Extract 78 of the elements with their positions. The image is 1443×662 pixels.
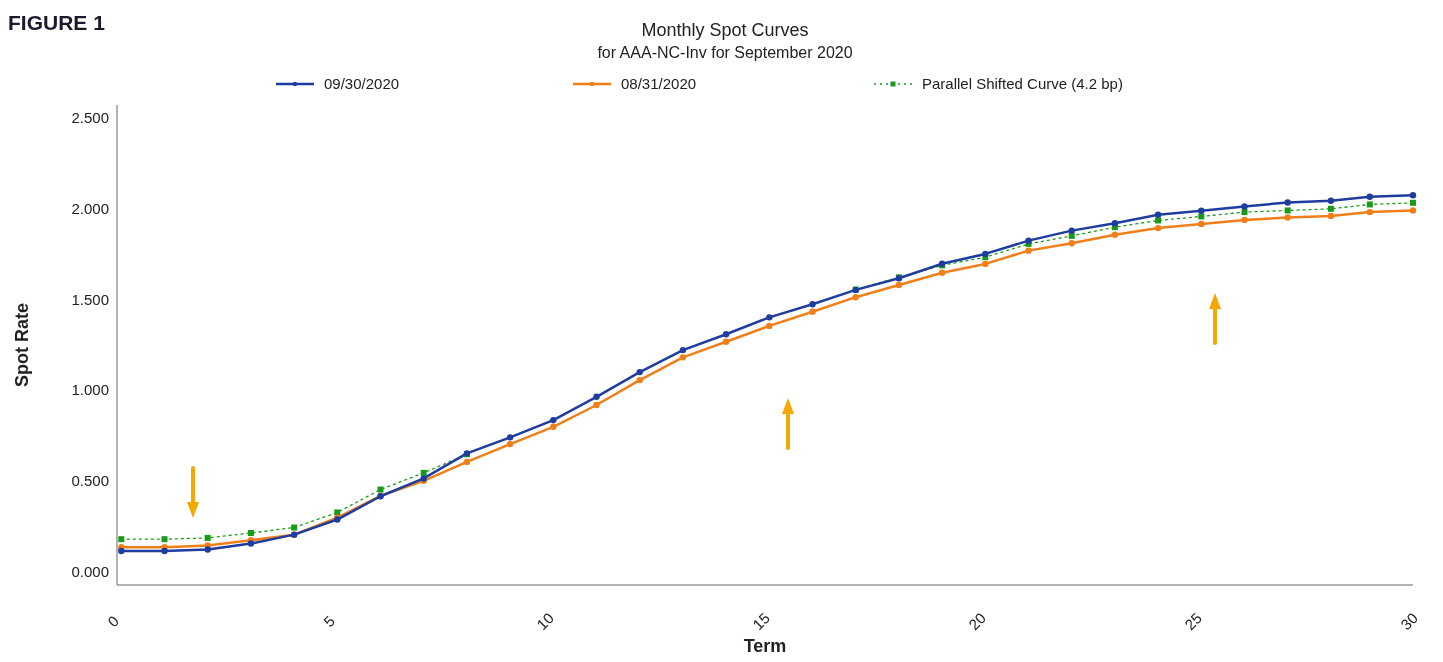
point: [1409, 207, 1417, 214]
y-axis-title: Spot Rate: [12, 302, 32, 388]
point: [1284, 207, 1291, 214]
point: [722, 331, 730, 338]
point: [1410, 199, 1416, 206]
point: [1409, 191, 1417, 199]
point: [1327, 197, 1335, 205]
x-tick-label: 30: [1397, 609, 1422, 634]
x-tick-label: 5: [320, 612, 339, 631]
point: [1068, 232, 1075, 239]
y-tick-label: 0.000: [71, 563, 109, 581]
legend-label: Parallel Shifted Curve (4.2 bp): [922, 75, 1123, 92]
point: [204, 546, 211, 553]
point: [1327, 205, 1334, 212]
y-tick-label: 1.000: [71, 381, 109, 399]
point: [334, 509, 341, 516]
point: [1025, 247, 1032, 254]
point: [1154, 224, 1162, 232]
point: [1111, 219, 1119, 227]
point: [1284, 199, 1291, 206]
point: [118, 547, 125, 555]
legend-label: 09/30/2020: [324, 75, 400, 92]
point: [247, 530, 254, 536]
y-tick-label: 1.500: [71, 290, 109, 308]
point: [679, 346, 687, 354]
x-tick-label: 10: [533, 609, 558, 634]
point: [722, 338, 730, 345]
point: [636, 376, 643, 384]
point: [766, 314, 773, 321]
point: [1198, 220, 1205, 228]
point: [593, 393, 600, 401]
legend-label: 08/31/2020: [621, 75, 697, 92]
point: [1241, 203, 1248, 210]
point: [593, 401, 600, 409]
point: [161, 547, 168, 555]
point: [1366, 208, 1373, 216]
point: [1366, 201, 1373, 208]
point: [679, 354, 687, 361]
x-tick-label: 15: [749, 609, 774, 634]
point: [463, 458, 471, 466]
point: [550, 423, 557, 431]
point: [982, 260, 989, 268]
point: [809, 308, 816, 315]
point: [1241, 209, 1248, 216]
point: [766, 322, 773, 330]
point: [1327, 212, 1335, 220]
x-axis-title: Term: [743, 636, 787, 656]
chart-title: Monthly Spot Curves: [641, 20, 809, 40]
y-tick-label: 0.500: [71, 472, 109, 490]
x-tick-label: 0: [104, 612, 123, 631]
point: [1241, 216, 1248, 224]
point: [1198, 207, 1205, 215]
point: [895, 281, 903, 289]
chart-subtitle: for AAA-NC-Inv for September 2020: [597, 44, 853, 61]
y-tick-label: 2.000: [71, 199, 109, 217]
y-tick-label: 2.500: [71, 108, 109, 126]
point: [550, 416, 557, 424]
point: [506, 434, 514, 441]
point: [852, 293, 859, 301]
point: [1284, 214, 1291, 221]
point: [204, 534, 211, 541]
x-tick-label: 25: [1181, 609, 1206, 634]
x-tick-label: 20: [965, 609, 990, 634]
point: [377, 486, 384, 493]
point: [118, 536, 125, 543]
point: [636, 368, 643, 376]
point: [938, 269, 946, 277]
point: [1111, 231, 1119, 239]
point: [1068, 239, 1075, 247]
point: [161, 536, 168, 543]
point: [1366, 193, 1373, 201]
point: [1068, 227, 1075, 234]
point: [809, 301, 816, 308]
caption: FIGURE 1: [8, 11, 106, 34]
point: [1154, 211, 1162, 219]
point: [291, 524, 298, 531]
point: [982, 250, 989, 258]
point: [506, 440, 514, 448]
